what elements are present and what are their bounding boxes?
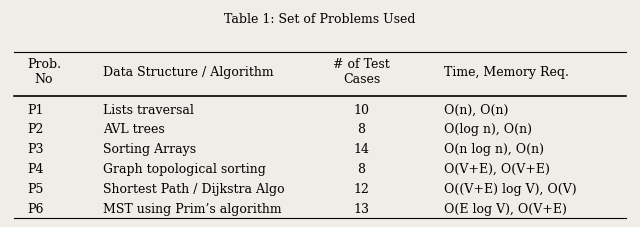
Text: Table 1: Set of Problems Used: Table 1: Set of Problems Used	[224, 12, 416, 26]
Text: P2: P2	[27, 123, 44, 136]
Text: Time, Memory Req.: Time, Memory Req.	[444, 66, 569, 79]
Text: O(E log V), O(V+E): O(E log V), O(V+E)	[444, 202, 567, 215]
Text: 12: 12	[353, 182, 369, 195]
Text: 10: 10	[353, 103, 369, 116]
Text: O(n), O(n): O(n), O(n)	[444, 103, 509, 116]
Text: AVL trees: AVL trees	[103, 123, 165, 136]
Text: O(V+E), O(V+E): O(V+E), O(V+E)	[444, 162, 550, 175]
Text: Data Structure / Algorithm: Data Structure / Algorithm	[103, 66, 274, 79]
Text: 8: 8	[357, 162, 365, 175]
Text: O((V+E) log V), O(V): O((V+E) log V), O(V)	[444, 182, 577, 195]
Text: 8: 8	[357, 123, 365, 136]
Text: # of Test
Cases: # of Test Cases	[333, 58, 390, 86]
Text: P3: P3	[27, 143, 44, 155]
Text: P5: P5	[27, 182, 44, 195]
Text: P6: P6	[27, 202, 44, 215]
Text: MST using Prim’s algorithm: MST using Prim’s algorithm	[103, 202, 282, 215]
Text: Lists traversal: Lists traversal	[103, 103, 194, 116]
Text: Shortest Path / Dijkstra Algo: Shortest Path / Dijkstra Algo	[103, 182, 285, 195]
Text: P4: P4	[27, 162, 44, 175]
Text: P1: P1	[27, 103, 44, 116]
Text: 13: 13	[353, 202, 369, 215]
Text: O(n log n), O(n): O(n log n), O(n)	[444, 143, 544, 155]
Text: Sorting Arrays: Sorting Arrays	[103, 143, 196, 155]
Text: O(log n), O(n): O(log n), O(n)	[444, 123, 532, 136]
Text: Prob.
No: Prob. No	[27, 58, 61, 86]
Text: Graph topological sorting: Graph topological sorting	[103, 162, 266, 175]
Text: 14: 14	[353, 143, 369, 155]
